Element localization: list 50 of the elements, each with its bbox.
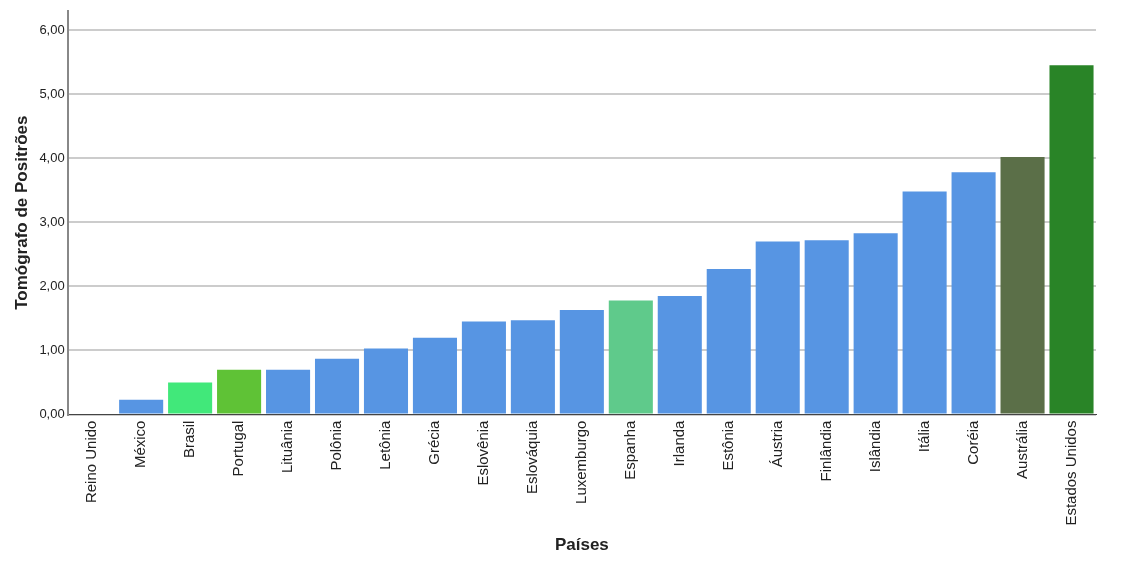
y-tick-label: 2,00 xyxy=(39,277,65,293)
x-tick-label: Brasil xyxy=(180,420,198,459)
bar xyxy=(853,233,898,414)
bar xyxy=(168,382,213,414)
y-tick-label: 6,00 xyxy=(39,21,65,37)
bar xyxy=(510,320,555,414)
x-tick-label: México xyxy=(131,420,149,469)
bar xyxy=(412,337,457,414)
x-tick-label: Eslováquia xyxy=(523,419,541,494)
x-tick-label: Espanha xyxy=(620,419,638,480)
x-axis-title: Países xyxy=(554,535,609,555)
y-tick-label: 1,00 xyxy=(39,342,65,358)
bar xyxy=(804,240,849,414)
x-tick-label: Grécia xyxy=(425,419,443,465)
x-tick-label: Portugal xyxy=(229,420,247,477)
x-tick-label: Itália xyxy=(914,419,932,453)
x-tick-label: Austrália xyxy=(1012,419,1030,479)
y-axis-title: Tomógrafo de Positrões xyxy=(11,115,31,310)
bar xyxy=(755,241,800,414)
x-tick-label: Luxemburgo xyxy=(571,420,589,504)
x-tick-label: Polônia xyxy=(327,419,345,471)
bar xyxy=(657,295,702,414)
x-tick-label: Reino Unido xyxy=(82,420,100,504)
x-tick-label: Islândia xyxy=(865,419,883,473)
bar xyxy=(266,369,311,414)
bar xyxy=(608,300,653,414)
x-tick-label: Coréia xyxy=(963,419,981,465)
x-tick-label: Áustria xyxy=(767,419,785,468)
y-tick-label: 0,00 xyxy=(39,406,65,422)
bar xyxy=(314,358,360,414)
bar xyxy=(902,191,947,414)
x-tick-label: Estônia xyxy=(718,419,736,471)
bar xyxy=(363,348,409,414)
bar xyxy=(119,399,164,414)
y-tick-label: 3,00 xyxy=(39,213,65,229)
x-tick-label: Irlanda xyxy=(669,419,687,467)
bar xyxy=(217,369,262,414)
x-tick-label: Eslovênia xyxy=(474,419,492,486)
x-tick-label: Letônia xyxy=(376,419,394,470)
x-tick-label: Lituânia xyxy=(278,419,296,474)
y-tick-label: 5,00 xyxy=(39,85,65,101)
x-tick-label: Estados Unidos xyxy=(1061,420,1079,526)
bar xyxy=(559,310,604,414)
bar xyxy=(1000,156,1045,414)
bar xyxy=(706,269,751,414)
bar xyxy=(1049,65,1094,414)
bar xyxy=(951,172,996,414)
bar xyxy=(461,321,506,414)
x-tick-label: Finlândia xyxy=(816,419,834,482)
y-tick-label: 4,00 xyxy=(39,149,65,165)
